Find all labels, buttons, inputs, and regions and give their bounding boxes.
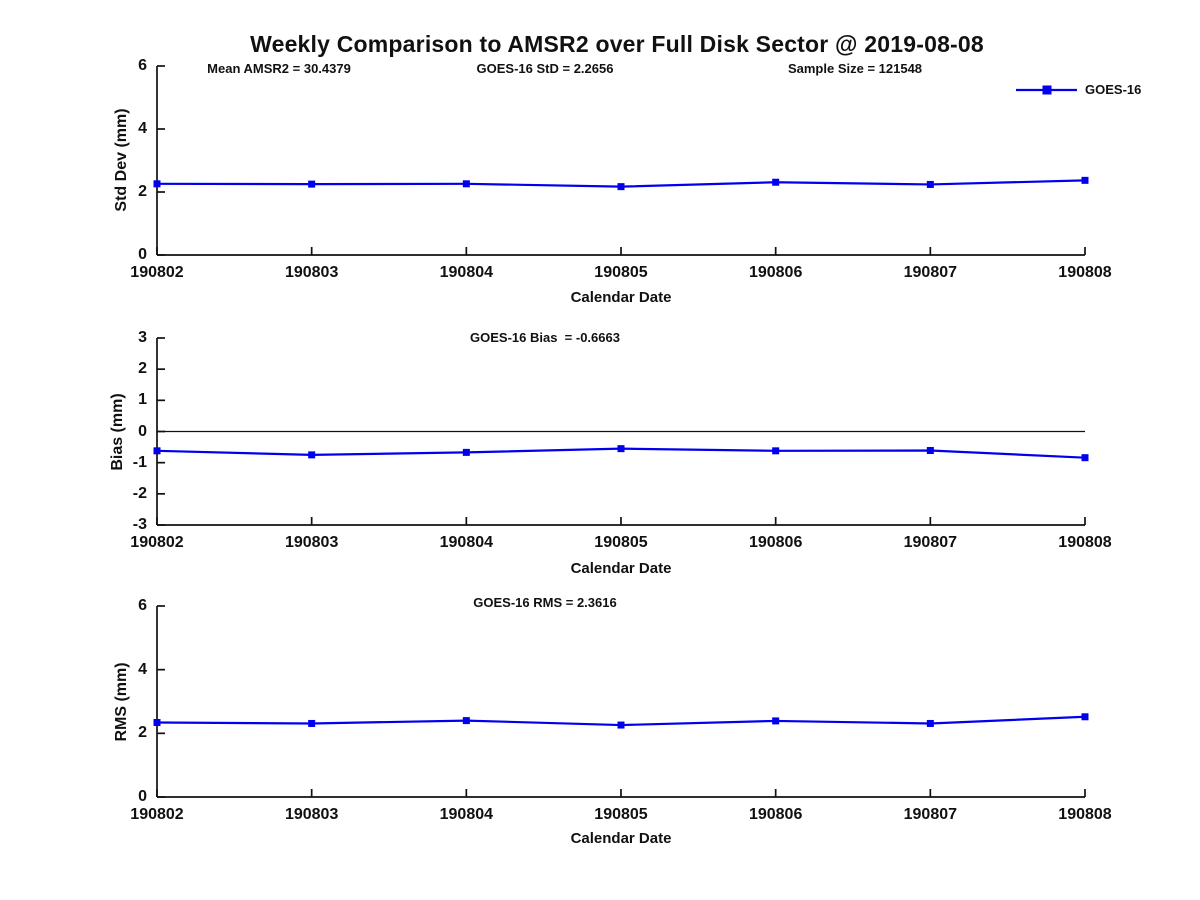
x-tick-label: 190804 <box>439 264 494 281</box>
data-point-marker <box>617 183 625 191</box>
x-tick-label: 190805 <box>594 806 648 823</box>
y-tick-label: 2 <box>138 360 147 378</box>
data-point-marker <box>308 180 316 188</box>
x-tick-label: 190808 <box>1058 806 1112 823</box>
y-tick-label: 4 <box>138 660 147 678</box>
data-point-marker <box>1081 713 1089 721</box>
y-tick-label: 2 <box>138 724 147 742</box>
x-tick-label: 190805 <box>594 264 648 281</box>
legend-label: GOES-16 <box>1085 82 1142 97</box>
data-point-marker <box>772 447 780 455</box>
annotation-sample-size: Sample Size = 121548 <box>787 61 923 76</box>
x-axis-label-calendar-date-3: Calendar Date <box>570 830 672 847</box>
y-tick-label: -2 <box>132 484 147 502</box>
annotation-mean-amsr2: Mean AMSR2 = 30.4379 <box>207 61 351 76</box>
y-tick-label: 0 <box>138 788 147 805</box>
data-point-marker <box>772 178 780 186</box>
subplot-bias <box>153 337 1089 526</box>
x-tick-label: 190808 <box>1058 264 1112 281</box>
x-axis-label-calendar-date-1: Calendar Date <box>570 289 672 306</box>
data-point-marker <box>462 717 470 725</box>
page-title: Weekly Comparison to AMSR2 over Full Dis… <box>250 31 984 57</box>
data-point-marker <box>153 719 161 727</box>
y-tick-label: 6 <box>138 597 147 614</box>
data-point-marker <box>926 719 934 727</box>
y-tick-label: 1 <box>138 391 147 409</box>
x-tick-label: 190803 <box>284 534 339 551</box>
y-tick-label: 4 <box>138 120 147 137</box>
data-point-marker <box>153 447 161 455</box>
x-tick-label: 190807 <box>903 264 958 281</box>
data-point-marker <box>153 180 161 188</box>
x-tick-label: 190805 <box>594 534 648 551</box>
y-tick-label: 0 <box>138 246 147 263</box>
data-point-marker <box>1081 176 1089 184</box>
x-axis-label-calendar-date-2: Calendar Date <box>570 560 672 577</box>
y-tick-label: 0 <box>138 422 147 440</box>
x-tick-label: 190808 <box>1058 534 1112 551</box>
x-tick-label: 190807 <box>903 534 958 551</box>
annotation-goes16-rms: GOES-16 RMS = 2.3616 <box>473 595 617 610</box>
data-point-marker <box>926 180 934 188</box>
y-axis-label-bias: Bias (mm) <box>109 393 126 471</box>
data-point-marker <box>772 717 780 725</box>
x-tick-label: 190806 <box>748 264 803 281</box>
x-tick-label: 190806 <box>748 806 803 823</box>
x-tick-label: 190802 <box>130 806 184 823</box>
x-tick-label: 190802 <box>130 264 184 281</box>
data-point-marker <box>462 448 470 456</box>
data-point-marker <box>1081 454 1089 462</box>
x-tick-label: 190803 <box>284 806 339 823</box>
legend-marker <box>1042 85 1052 95</box>
data-point-marker <box>308 719 316 727</box>
x-tick-label: 190803 <box>284 264 339 281</box>
y-axis-label-std-dev: Std Dev (mm) <box>113 108 130 212</box>
y-tick-label: 3 <box>138 329 147 346</box>
data-point-marker <box>308 451 316 459</box>
y-tick-label: -1 <box>132 453 147 471</box>
data-point-marker <box>617 445 625 453</box>
x-tick-label: 190802 <box>130 534 184 551</box>
annotation-goes16-std: GOES-16 StD = 2.2656 <box>476 61 614 76</box>
subplot-std-dev <box>153 65 1089 256</box>
data-point-marker <box>926 447 934 455</box>
x-tick-label: 190804 <box>439 806 494 823</box>
data-point-marker <box>617 721 625 729</box>
x-tick-label: 190804 <box>439 534 494 551</box>
x-tick-label: 190806 <box>748 534 803 551</box>
x-tick-label: 190807 <box>903 806 958 823</box>
y-tick-label: -3 <box>132 516 147 533</box>
y-tick-label: 6 <box>138 57 147 74</box>
y-tick-label: 2 <box>138 183 147 200</box>
annotation-goes16-bias: GOES-16 Bias = -0.6663 <box>470 330 620 345</box>
data-point-marker <box>462 180 470 188</box>
subplot-rms <box>153 605 1089 798</box>
legend <box>1016 85 1077 95</box>
y-axis-label-rms: RMS (mm) <box>113 662 130 742</box>
